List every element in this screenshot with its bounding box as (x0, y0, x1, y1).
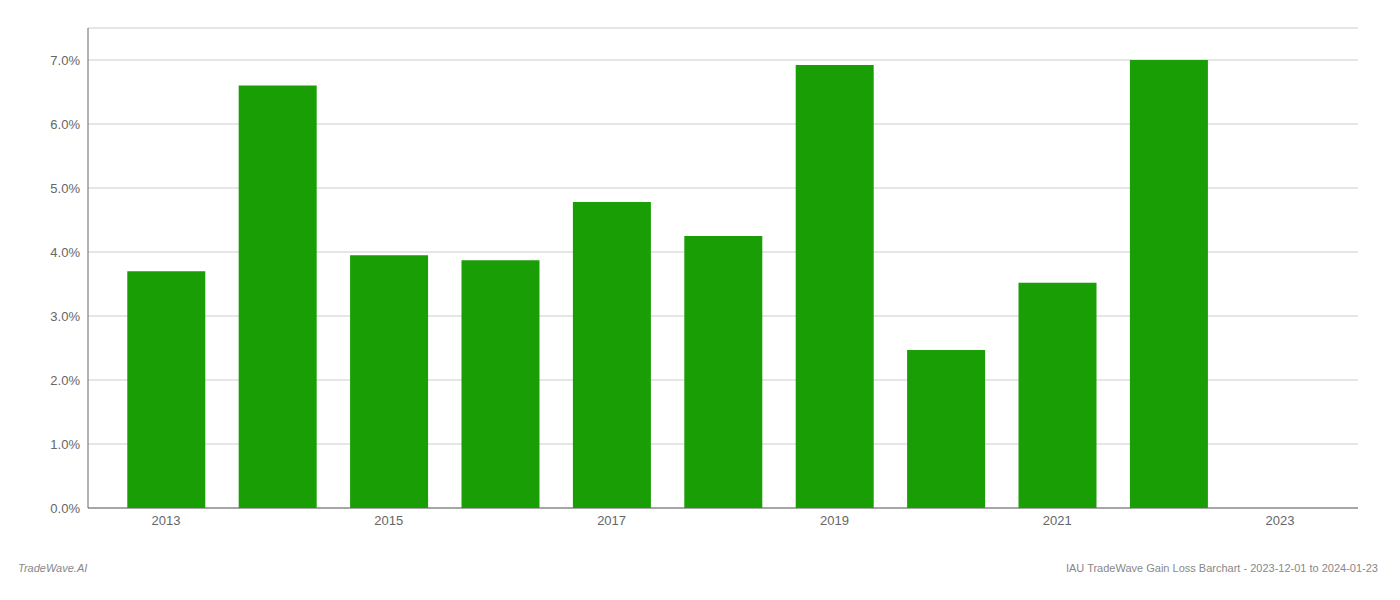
svg-text:4.0%: 4.0% (50, 245, 80, 260)
svg-text:2015: 2015 (374, 513, 403, 528)
html-text:TradeWave.AI: TradeWave.AI (18, 562, 88, 574)
svg-text:2023: 2023 (1266, 513, 1295, 528)
svg-text:2021: 2021 (1043, 513, 1072, 528)
svg-text:2019: 2019 (820, 513, 849, 528)
svg-text:1.0%: 1.0% (50, 437, 80, 452)
svg-text:2.0%: 2.0% (50, 373, 80, 388)
html-text:IAU TradeWave Gain Loss Barcha: IAU TradeWave Gain Loss Barchart - 2023-… (1066, 562, 1378, 574)
svg-text:5.0%: 5.0% (50, 181, 80, 196)
svg-text:3.0%: 3.0% (50, 309, 80, 324)
svg-text:7.0%: 7.0% (50, 53, 80, 68)
svg-text:0.0%: 0.0% (50, 501, 80, 516)
svg-text:2017: 2017 (597, 513, 626, 528)
svg-text:6.0%: 6.0% (50, 117, 80, 132)
svg-text:2013: 2013 (152, 513, 181, 528)
